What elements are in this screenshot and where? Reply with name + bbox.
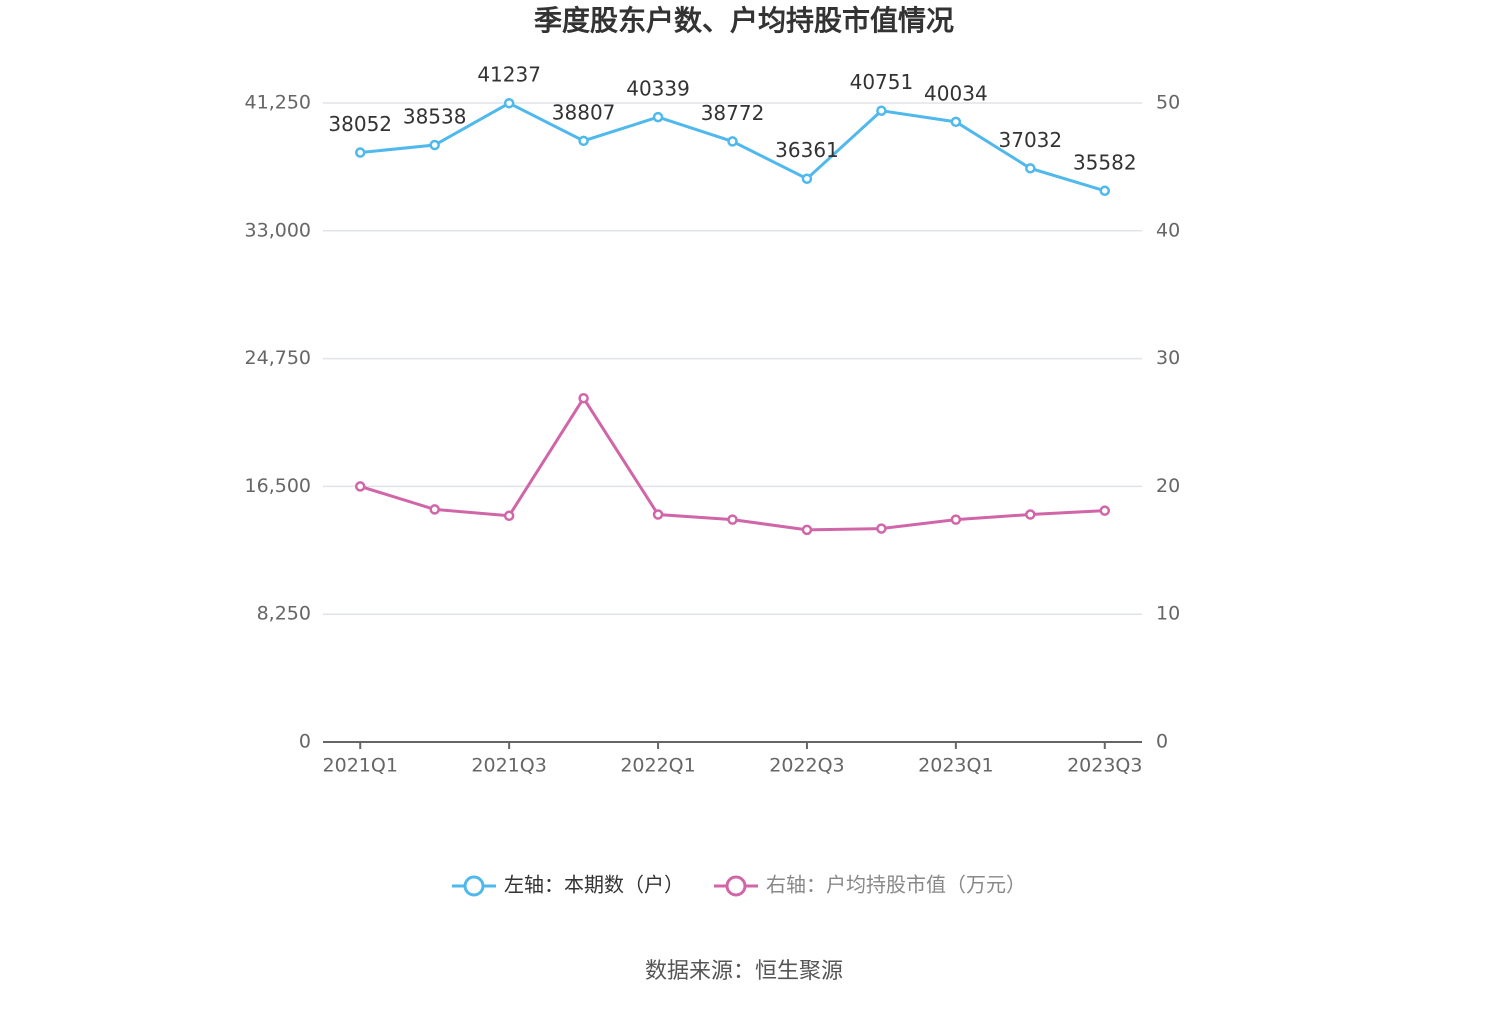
y2-tick-label: 0 <box>1156 731 1168 753</box>
data-point <box>1025 509 1036 520</box>
data-label: 40034 <box>924 81 988 105</box>
data-point <box>1099 185 1111 197</box>
y2-tick-label: 50 <box>1156 92 1180 114</box>
x-tick-label: 2022Q3 <box>769 755 844 777</box>
data-point <box>727 136 738 147</box>
data-label: 40339 <box>626 77 690 101</box>
y-tick-label: 41,250 <box>245 92 311 114</box>
data-point <box>652 509 664 520</box>
legend-marker[interactable] <box>725 875 747 897</box>
y2-tick-label: 20 <box>1156 475 1180 497</box>
data-point <box>652 111 664 123</box>
data-point <box>354 147 366 158</box>
data-label: 40751 <box>850 70 914 94</box>
y-tick-label: 16,500 <box>245 475 311 497</box>
data-point <box>1099 505 1111 516</box>
x-tick-label: 2021Q3 <box>471 755 546 777</box>
data-point <box>876 523 887 534</box>
data-point <box>429 504 440 515</box>
legend-label[interactable]: 右轴：户均持股市值（万元） <box>766 873 1026 897</box>
data-label: 36361 <box>775 138 839 162</box>
data-point <box>727 514 738 525</box>
data-point <box>354 481 366 492</box>
data-label: 38772 <box>701 101 765 125</box>
x-tick-label: 2021Q1 <box>323 755 398 777</box>
data-label: 41237 <box>477 63 541 87</box>
y2-tick-label: 10 <box>1156 603 1180 625</box>
data-point <box>950 116 962 128</box>
data-label: 35582 <box>1073 150 1137 174</box>
y-tick-label: 0 <box>299 731 311 753</box>
legend-marker[interactable] <box>463 875 485 897</box>
x-tick-label: 2022Q1 <box>620 755 695 777</box>
y-tick-label: 24,750 <box>245 347 311 369</box>
x-tick-label: 2023Q1 <box>918 755 993 777</box>
data-point <box>876 105 887 116</box>
data-point <box>578 135 589 147</box>
y2-tick-label: 40 <box>1156 219 1180 241</box>
chart-title: 季度股东户数、户均持股市值情况 <box>534 4 954 37</box>
data-label: 38052 <box>328 112 392 136</box>
data-point <box>801 524 813 536</box>
y2-tick-label: 30 <box>1156 347 1180 369</box>
source: 数据来源：恒生聚源 <box>645 959 843 984</box>
y-tick-label: 33,000 <box>245 219 311 241</box>
data-point <box>429 139 440 151</box>
data-point <box>503 510 515 522</box>
y-tick-label: 8,250 <box>257 603 311 625</box>
data-point <box>1025 163 1036 174</box>
data-point <box>801 173 813 184</box>
series-line <box>359 395 1105 532</box>
data-point <box>950 514 962 525</box>
data-label: 37032 <box>999 128 1063 152</box>
data-point <box>503 97 515 109</box>
data-label: 38807 <box>552 100 616 124</box>
legend-label[interactable]: 左轴：本期数（户） <box>504 873 684 897</box>
x-tick-label: 2023Q3 <box>1067 755 1142 777</box>
data-point <box>578 392 589 404</box>
data-label: 38538 <box>403 105 467 129</box>
